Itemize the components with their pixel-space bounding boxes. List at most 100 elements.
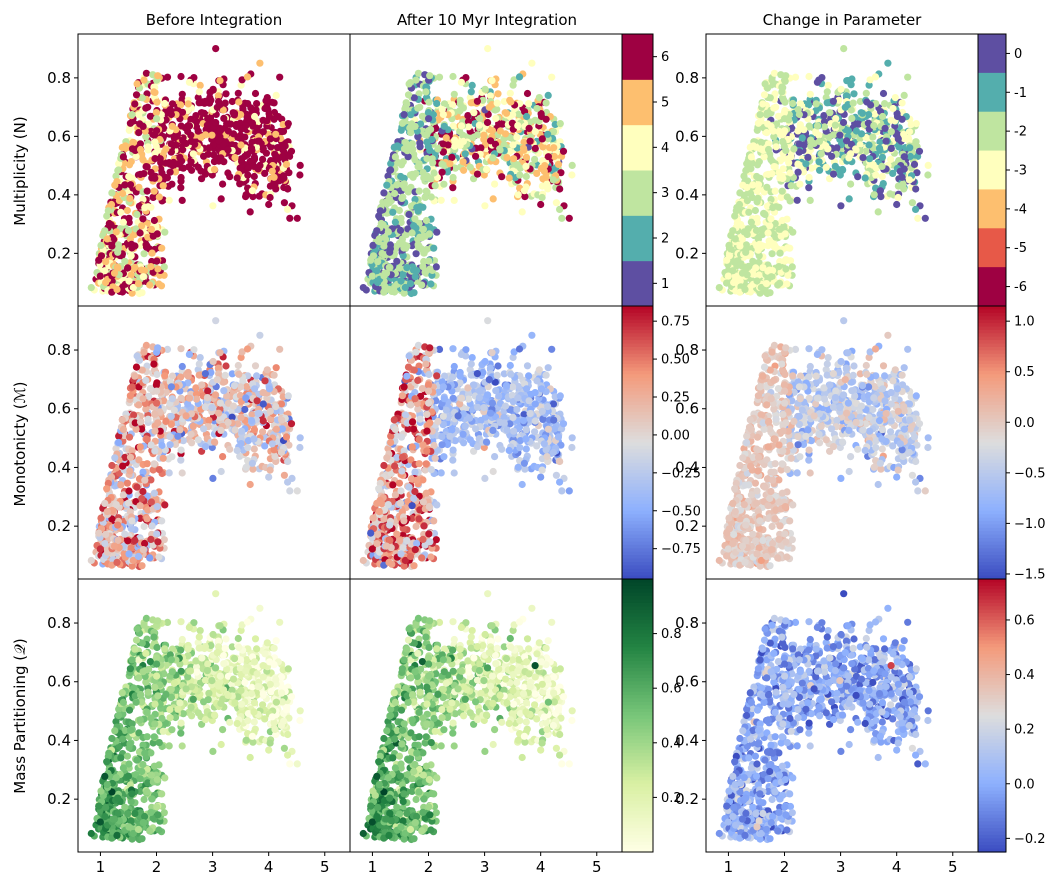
scatter-point <box>509 81 517 89</box>
scatter-point <box>140 76 148 84</box>
scatter-point <box>143 515 151 523</box>
scatter-point <box>132 363 141 371</box>
scatter-point <box>406 280 415 288</box>
scatter-point <box>217 154 225 162</box>
column-title-after: After 10 Myr Integration <box>397 11 577 29</box>
scatter-point <box>165 196 173 204</box>
scatter-point <box>128 174 136 182</box>
scatter-point <box>185 78 193 86</box>
scatter-point <box>144 233 152 241</box>
scatter-point <box>449 173 457 182</box>
y-tick-label: 0.6 <box>47 400 71 418</box>
scatter-point <box>756 244 764 252</box>
scatter-point <box>220 114 228 122</box>
scatter-point <box>771 163 779 171</box>
scatter-point <box>400 111 408 119</box>
scatter-point <box>127 525 135 533</box>
scatter-point <box>858 109 867 117</box>
scatter-point <box>174 160 182 168</box>
scatter-point <box>189 150 197 158</box>
scatter-point <box>729 227 737 235</box>
scatter-point <box>201 403 210 411</box>
scatter-point <box>386 263 394 272</box>
scatter-point <box>115 160 123 168</box>
scatter-point <box>177 173 185 182</box>
scatter-point <box>142 133 150 141</box>
scatter-point <box>141 204 149 212</box>
scatter-point <box>544 91 552 99</box>
scatter-point <box>905 128 914 136</box>
scatter-point <box>450 90 458 98</box>
scatter-point <box>154 146 162 154</box>
scatter-point <box>806 196 814 204</box>
scatter-point <box>518 208 526 216</box>
scatter-point <box>481 202 489 210</box>
scatter-point <box>390 143 398 152</box>
scatter-point <box>207 96 215 104</box>
scatter-point <box>138 289 146 297</box>
scatter-point <box>168 372 177 380</box>
scatter-point <box>391 218 399 226</box>
scatter-point <box>805 122 813 130</box>
panel-multiplicity-before: 0.20.40.60.8 <box>47 33 351 307</box>
scatter-point <box>203 394 211 402</box>
scatter-point <box>244 437 252 445</box>
scatter-point <box>538 193 546 202</box>
scatter-point <box>425 98 433 106</box>
scatter-point <box>146 554 154 562</box>
scatter-point <box>282 433 291 441</box>
scatter-point <box>111 181 119 189</box>
scatter-points <box>359 45 576 298</box>
scatter-point <box>155 466 163 474</box>
scatter-point <box>167 140 175 148</box>
scatter-point <box>259 128 267 136</box>
scatter-point <box>829 131 838 139</box>
scatter-point <box>544 153 553 161</box>
scatter-point <box>272 364 280 372</box>
scatter-point <box>503 154 511 162</box>
scatter-point <box>526 137 534 145</box>
scatter-point <box>473 97 481 105</box>
scatter-point <box>491 106 499 114</box>
scatter-point <box>139 546 147 554</box>
scatter-point <box>155 193 163 201</box>
scatter-point <box>540 167 548 175</box>
scatter-point <box>241 133 249 141</box>
scatter-point <box>369 241 377 249</box>
scatter-point <box>177 345 185 353</box>
scatter-point <box>138 153 146 161</box>
scatter-point <box>805 173 813 182</box>
scatter-point <box>522 153 531 161</box>
scatter-point <box>742 248 750 256</box>
scatter-point <box>842 92 851 100</box>
scatter-point <box>515 73 524 81</box>
scatter-point <box>134 280 143 288</box>
scatter-point <box>276 345 284 353</box>
scatter-point <box>762 280 771 288</box>
scatter-point <box>228 370 236 378</box>
scatter-point <box>488 127 496 135</box>
scatter-point <box>439 140 447 148</box>
scatter-point <box>509 155 518 163</box>
scatter-point <box>87 284 95 292</box>
scatter-point <box>168 100 177 108</box>
y-tick-label: 0.4 <box>47 186 71 204</box>
scatter-point <box>135 183 143 191</box>
scatter-point <box>380 242 388 250</box>
scatter-point <box>781 127 789 135</box>
scatter-point <box>265 385 274 393</box>
scatter-point <box>168 122 176 130</box>
scatter-point <box>146 385 154 393</box>
scatter-point <box>270 99 278 107</box>
scatter-point <box>400 244 408 252</box>
y-tick-label: 0.8 <box>47 341 71 359</box>
scatter-point <box>185 350 193 358</box>
scatter-point <box>177 72 185 81</box>
scatter-point <box>396 264 404 272</box>
column-title-before: Before Integration <box>146 11 282 29</box>
scatter-point <box>908 199 917 207</box>
scatter-point <box>794 168 802 176</box>
scatter-point <box>440 122 448 130</box>
scatter-point <box>237 353 245 361</box>
scatter-point <box>244 164 252 172</box>
